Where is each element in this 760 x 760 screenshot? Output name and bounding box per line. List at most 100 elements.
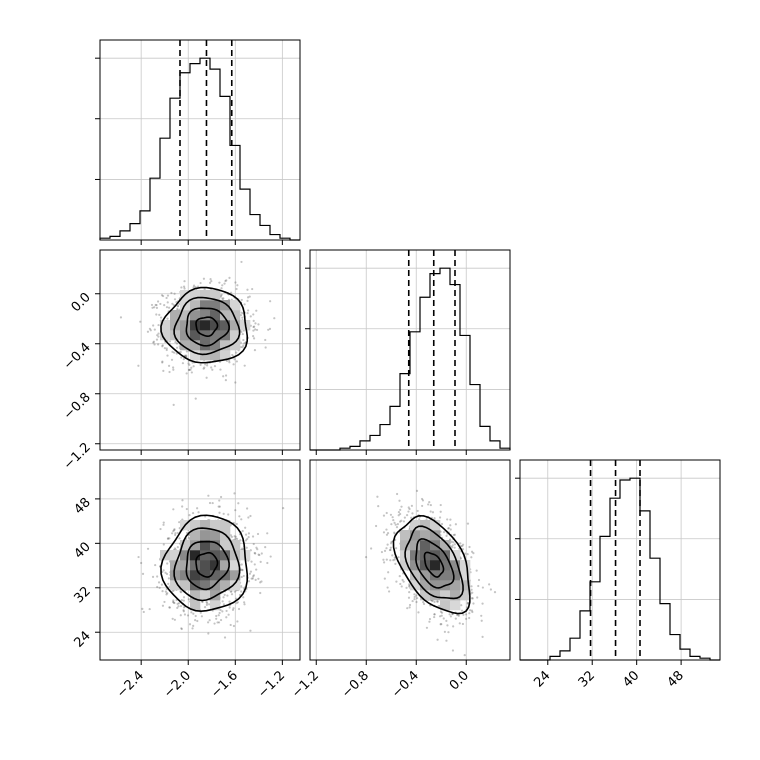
- hist-bar: [120, 231, 130, 240]
- scatter-point: [240, 563, 243, 566]
- scatter-point: [156, 575, 159, 578]
- scatter-point: [220, 287, 223, 290]
- hist-step: [520, 477, 720, 661]
- scatter-point: [400, 505, 403, 508]
- scatter-point: [462, 613, 465, 616]
- density-cell: [180, 550, 191, 561]
- scatter-point: [199, 281, 202, 285]
- scatter-point: [232, 607, 235, 610]
- hist-bar: [490, 441, 500, 450]
- scatter-point: [251, 577, 254, 580]
- scatter-point: [437, 605, 440, 608]
- scatter-point: [163, 304, 166, 307]
- scatter-point: [231, 353, 234, 357]
- scatter-point: [240, 518, 243, 521]
- scatter-point: [207, 632, 210, 635]
- axes-frame: [99, 249, 301, 451]
- scatter-point: [168, 606, 171, 609]
- density-cell: [440, 570, 451, 581]
- density-cell: [460, 580, 471, 591]
- hist-bar: [260, 225, 270, 240]
- scatter-point: [176, 531, 179, 535]
- scatter-point: [429, 510, 432, 513]
- scatter-point: [243, 303, 246, 306]
- scatter-point: [422, 602, 426, 606]
- density-cell: [460, 590, 471, 601]
- density-cell: [410, 530, 421, 541]
- scatter-point: [403, 516, 406, 519]
- contour-line: [415, 538, 455, 589]
- scatter-point: [183, 287, 186, 290]
- contour-line: [160, 514, 249, 613]
- scatter-point: [382, 531, 386, 534]
- scatter-point: [157, 335, 160, 338]
- scatter-point: [468, 612, 471, 615]
- scatter-point: [392, 519, 395, 522]
- scatter-point: [243, 364, 246, 367]
- scatter-point: [235, 602, 238, 605]
- density-cell: [180, 310, 191, 321]
- hist-bar: [220, 96, 230, 240]
- scatter-point: [453, 546, 456, 549]
- scatter-point: [163, 347, 166, 350]
- scatter-point: [451, 649, 455, 652]
- density-cell: [190, 300, 201, 311]
- scatter-point: [137, 364, 140, 367]
- hist-bar: [650, 558, 660, 660]
- scatter-point: [227, 613, 230, 616]
- scatter-point: [392, 559, 395, 562]
- scatter-point: [389, 546, 392, 549]
- scatter-point: [188, 534, 191, 537]
- scatter-point: [222, 512, 225, 515]
- scatter-point: [194, 397, 197, 400]
- density-cell: [210, 310, 221, 321]
- density-cell: [190, 540, 201, 551]
- density-cell: [190, 550, 201, 561]
- density-cell: [420, 590, 431, 601]
- scatter-point: [399, 520, 402, 523]
- scatter-point: [225, 616, 228, 619]
- scatter-point: [398, 575, 401, 578]
- scatter-point: [445, 619, 448, 622]
- density-cell: [180, 540, 191, 551]
- density-cell: [440, 590, 451, 601]
- scatter-point: [172, 368, 175, 371]
- axes-frame: [309, 249, 511, 451]
- scatter-point: [477, 578, 481, 582]
- scatter-point: [398, 499, 401, 502]
- scatter-point: [438, 615, 442, 618]
- scatter-point: [454, 523, 457, 526]
- density-cell: [220, 310, 231, 321]
- scatter-point: [387, 571, 390, 574]
- scatter-point: [141, 607, 144, 610]
- scatter-point: [231, 608, 235, 611]
- scatter-point: [402, 580, 405, 583]
- scatter-point: [171, 589, 174, 593]
- scatter-point: [470, 556, 473, 559]
- scatter-point: [168, 606, 172, 609]
- scatter-point: [264, 338, 267, 342]
- density-cell: [180, 570, 191, 581]
- scatter-point: [466, 601, 470, 605]
- scatter-point: [253, 551, 256, 555]
- scatter-point: [165, 348, 168, 352]
- hist-bar: [150, 178, 160, 240]
- scatter-point: [254, 328, 257, 331]
- scatter-point: [199, 611, 202, 614]
- scatter-point: [158, 586, 161, 590]
- scatter-point: [393, 558, 396, 561]
- scatter-point: [219, 368, 222, 371]
- scatter-point: [152, 340, 156, 343]
- density-cell: [200, 350, 211, 361]
- scatter-point: [251, 287, 254, 291]
- scatter-point: [188, 363, 191, 366]
- scatter-point: [242, 338, 245, 342]
- scatter-point: [383, 549, 387, 552]
- scatter-point: [380, 550, 384, 554]
- scatter-point: [457, 614, 460, 617]
- scatter-point: [172, 403, 175, 406]
- density-cell: [190, 330, 201, 341]
- scatter-point: [155, 306, 159, 309]
- scatter-point: [196, 619, 199, 623]
- density-cell: [440, 540, 451, 551]
